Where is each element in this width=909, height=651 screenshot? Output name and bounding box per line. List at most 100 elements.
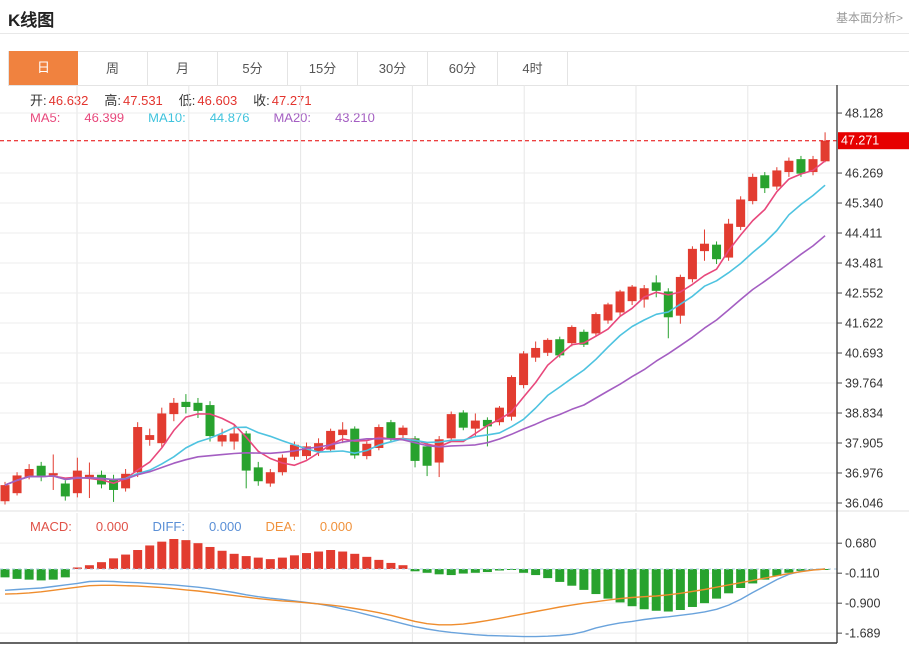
macd-bar (422, 569, 432, 573)
current-price-tag-label: 47.271 (841, 134, 879, 148)
candle-body (627, 286, 637, 302)
macd-bar (531, 569, 541, 576)
candle-body (796, 159, 806, 174)
macd-bar (289, 555, 299, 569)
macd-bar (699, 569, 709, 604)
macd-bar (96, 562, 106, 569)
macd-bar (555, 569, 565, 582)
macd-bar (434, 569, 444, 575)
macd-bar (169, 539, 179, 569)
info-label: 收: (253, 93, 270, 108)
diff-line (4, 568, 826, 638)
candle-body (579, 331, 589, 345)
info-label: MACD: (30, 519, 72, 534)
tab-day[interactable]: 日 (8, 51, 78, 85)
info-value: 46.399 (84, 110, 125, 125)
price-axis-label: 42.552 (845, 287, 883, 301)
macd-bar (265, 559, 275, 569)
macd-bar (446, 569, 456, 576)
candle-body (675, 276, 685, 316)
macd-bar (326, 550, 336, 569)
candle-body (724, 223, 734, 258)
info-label: MA10: (148, 110, 186, 125)
macd-bar (615, 569, 625, 603)
macd-bar (133, 550, 143, 569)
macd-bar (109, 558, 119, 569)
candle-body (687, 248, 697, 280)
macd-bar (205, 546, 215, 569)
candle-body (748, 176, 758, 202)
tab-week[interactable]: 周 (78, 52, 148, 85)
macd-bar (760, 569, 770, 580)
candle-body (60, 483, 70, 497)
macd-bar (724, 569, 734, 594)
candle-body (205, 405, 215, 437)
macd-bar (302, 553, 311, 569)
candle-body (434, 439, 444, 463)
price-axis-label: 40.693 (845, 347, 883, 361)
candle-body (410, 438, 420, 461)
candle-body (422, 446, 432, 466)
info-value: 44.876 (209, 110, 250, 125)
candle-body (458, 412, 468, 428)
tab-30min[interactable]: 30分 (358, 52, 428, 85)
info-label: DIFF: (152, 519, 185, 534)
tab-5min[interactable]: 5分 (218, 52, 288, 85)
info-label: MA20: (273, 110, 312, 125)
macd-bar (12, 569, 22, 579)
info-label: 高: (104, 93, 122, 108)
macd-gridlines (0, 542, 837, 634)
macd-bar (772, 569, 782, 576)
info-value: 47.271 (271, 93, 312, 108)
candle-body (217, 435, 227, 442)
price-axis-label: 38.834 (845, 407, 883, 421)
price-axis-label: 46.269 (845, 167, 883, 181)
candle-body (603, 304, 613, 321)
candle-body (639, 288, 649, 300)
candle-body (482, 419, 492, 427)
info-value: 0.000 (95, 519, 129, 534)
candle-body (48, 473, 58, 476)
macd-info-row: MACD: 0.000 DIFF: 0.000 DEA: 0.000 (30, 519, 376, 534)
macd-bar (458, 569, 468, 574)
tab-4hour[interactable]: 4时 (498, 52, 568, 85)
info-value: 43.210 (335, 110, 375, 125)
candle-body (181, 401, 191, 408)
info-value: 46.603 (197, 93, 238, 108)
ohlc-info-row: 开: 46.632 高: 47.531 低: 46.603 收: 47.271 (30, 90, 328, 109)
price-axis-label: 36.976 (845, 466, 883, 480)
candle-body (820, 140, 830, 162)
info-label: MA5: (30, 110, 61, 125)
current-price-tag (838, 132, 909, 150)
candle-body (615, 291, 625, 313)
macd-bar (338, 551, 348, 569)
macd-bar (277, 557, 287, 569)
price-axis-label: 37.905 (845, 437, 883, 451)
macd-bar (748, 569, 758, 584)
tab-month[interactable]: 月 (148, 52, 218, 85)
macd-bar (398, 565, 408, 569)
macd-bar (36, 569, 46, 581)
candle-body (265, 472, 275, 484)
macd-bar (712, 569, 722, 599)
candle-body (446, 414, 456, 439)
price-axis-label: 39.764 (845, 377, 883, 391)
candle-body (494, 407, 504, 423)
macd-bar (84, 565, 94, 569)
tab-60min[interactable]: 60分 (428, 52, 498, 85)
candle-body (784, 160, 794, 173)
candle-body (145, 435, 155, 440)
candle-body (386, 422, 396, 440)
macd-bar (145, 545, 155, 569)
macd-axis-labels: 0.680 -0.110 -0.900 -1.689 (837, 537, 880, 641)
tab-15min[interactable]: 15分 (288, 52, 358, 85)
macd-bar (784, 569, 794, 573)
page-title: K线图 (8, 11, 55, 30)
fundamental-analysis-link[interactable]: 基本面分析> (835, 11, 903, 25)
info-value: 46.632 (48, 93, 89, 108)
price-axis-label: 48.128 (845, 107, 883, 121)
candle-body (193, 402, 203, 411)
candle-body (663, 291, 673, 318)
macd-bar (362, 556, 372, 569)
info-label: 开: (30, 93, 47, 108)
